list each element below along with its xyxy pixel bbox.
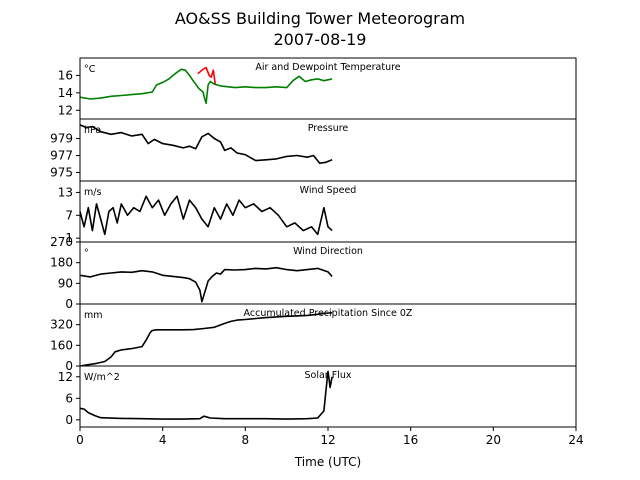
panel-solar: 0 6 12 Solar Flux W/m^2 (58, 365, 577, 428)
x-tick-label: 24 (568, 433, 583, 447)
panel-wspd: 1 7 13 Wind Speed m/s (58, 180, 577, 245)
x-tick-label: 20 (486, 433, 501, 447)
x-tick-label: 0 (76, 433, 84, 447)
y-tick-label-wdir: 90 (58, 276, 73, 290)
y-tick-label-pres: 975 (50, 166, 73, 180)
series-line-temp-1 (79, 68, 333, 105)
y-tick-label-wdir: 180 (50, 256, 73, 270)
y-tick-label-temp: 16 (58, 68, 73, 82)
series-line-solar-0 (79, 370, 333, 420)
y-tick-label-solar: 0 (65, 413, 73, 427)
y-tick-label-precip: 160 (50, 338, 73, 352)
panel-title-precip: Accumulated Precipitation Since 0Z (244, 308, 413, 319)
x-tick-label: 12 (320, 433, 335, 447)
x-axis: 0 4 8 12 16 20 24 (76, 427, 584, 447)
y-tick-label-solar: 6 (65, 391, 73, 405)
series-line-wdir-0 (79, 266, 333, 303)
y-tick-label-temp: 14 (58, 86, 73, 100)
y-tick-label-wdir: 0 (65, 297, 73, 311)
panel-pres: 975 977 979 Pressure hPa (50, 118, 577, 182)
panel-title-solar: Solar Flux (305, 370, 352, 381)
y-tick-label-wdir: 270 (50, 235, 73, 249)
panel-wdir: 0 90 180 270 Wind Direction ° (50, 235, 577, 311)
panel-precip: 0 160 320 Accumulated Precipitation Since 0… (50, 303, 577, 373)
y-tick-label-solar: 12 (58, 370, 73, 384)
y-tick-label-precip: 320 (50, 318, 73, 332)
panel-title-wdir: Wind Direction (293, 246, 363, 257)
series-line-pres-0 (79, 124, 333, 164)
unit-label-wspd: m/s (84, 187, 101, 198)
x-tick-label: 16 (403, 433, 418, 447)
y-tick-label-wspd: 13 (58, 185, 73, 199)
unit-label-temp: °C (84, 64, 96, 75)
x-axis-label: Time (UTC) (294, 455, 361, 469)
y-tick-label-wspd: 1 (65, 231, 73, 245)
y-tick-label-pres: 977 (50, 149, 73, 163)
unit-label-solar: W/m^2 (84, 372, 120, 383)
chart-title: AO&SS Building Tower Meteorogram (175, 9, 465, 28)
y-tick-label-pres: 979 (50, 132, 73, 146)
series-line-temp-0 (197, 66, 217, 86)
unit-label-pres: hPa (84, 125, 101, 136)
panel-title-wspd: Wind Speed (300, 185, 357, 196)
unit-label-wdir: ° (84, 248, 89, 259)
panel-title-temp: Air and Dewpoint Temperature (255, 62, 400, 73)
x-tick-label: 4 (159, 433, 167, 447)
series-line-precip-0 (79, 312, 333, 367)
panel-temp: 12 14 16 Air and Dewpoint Temperature °C (58, 57, 577, 120)
series-line-wspd-0 (79, 195, 333, 236)
y-tick-label-temp: 12 (58, 103, 73, 117)
chart-subtitle: 2007-08-19 (274, 30, 367, 49)
unit-label-precip: mm (84, 310, 103, 321)
panel-title-pres: Pressure (308, 123, 349, 134)
x-tick-label: 8 (242, 433, 250, 447)
y-tick-label-precip: 0 (65, 359, 73, 373)
y-tick-label-wspd: 7 (65, 208, 73, 222)
